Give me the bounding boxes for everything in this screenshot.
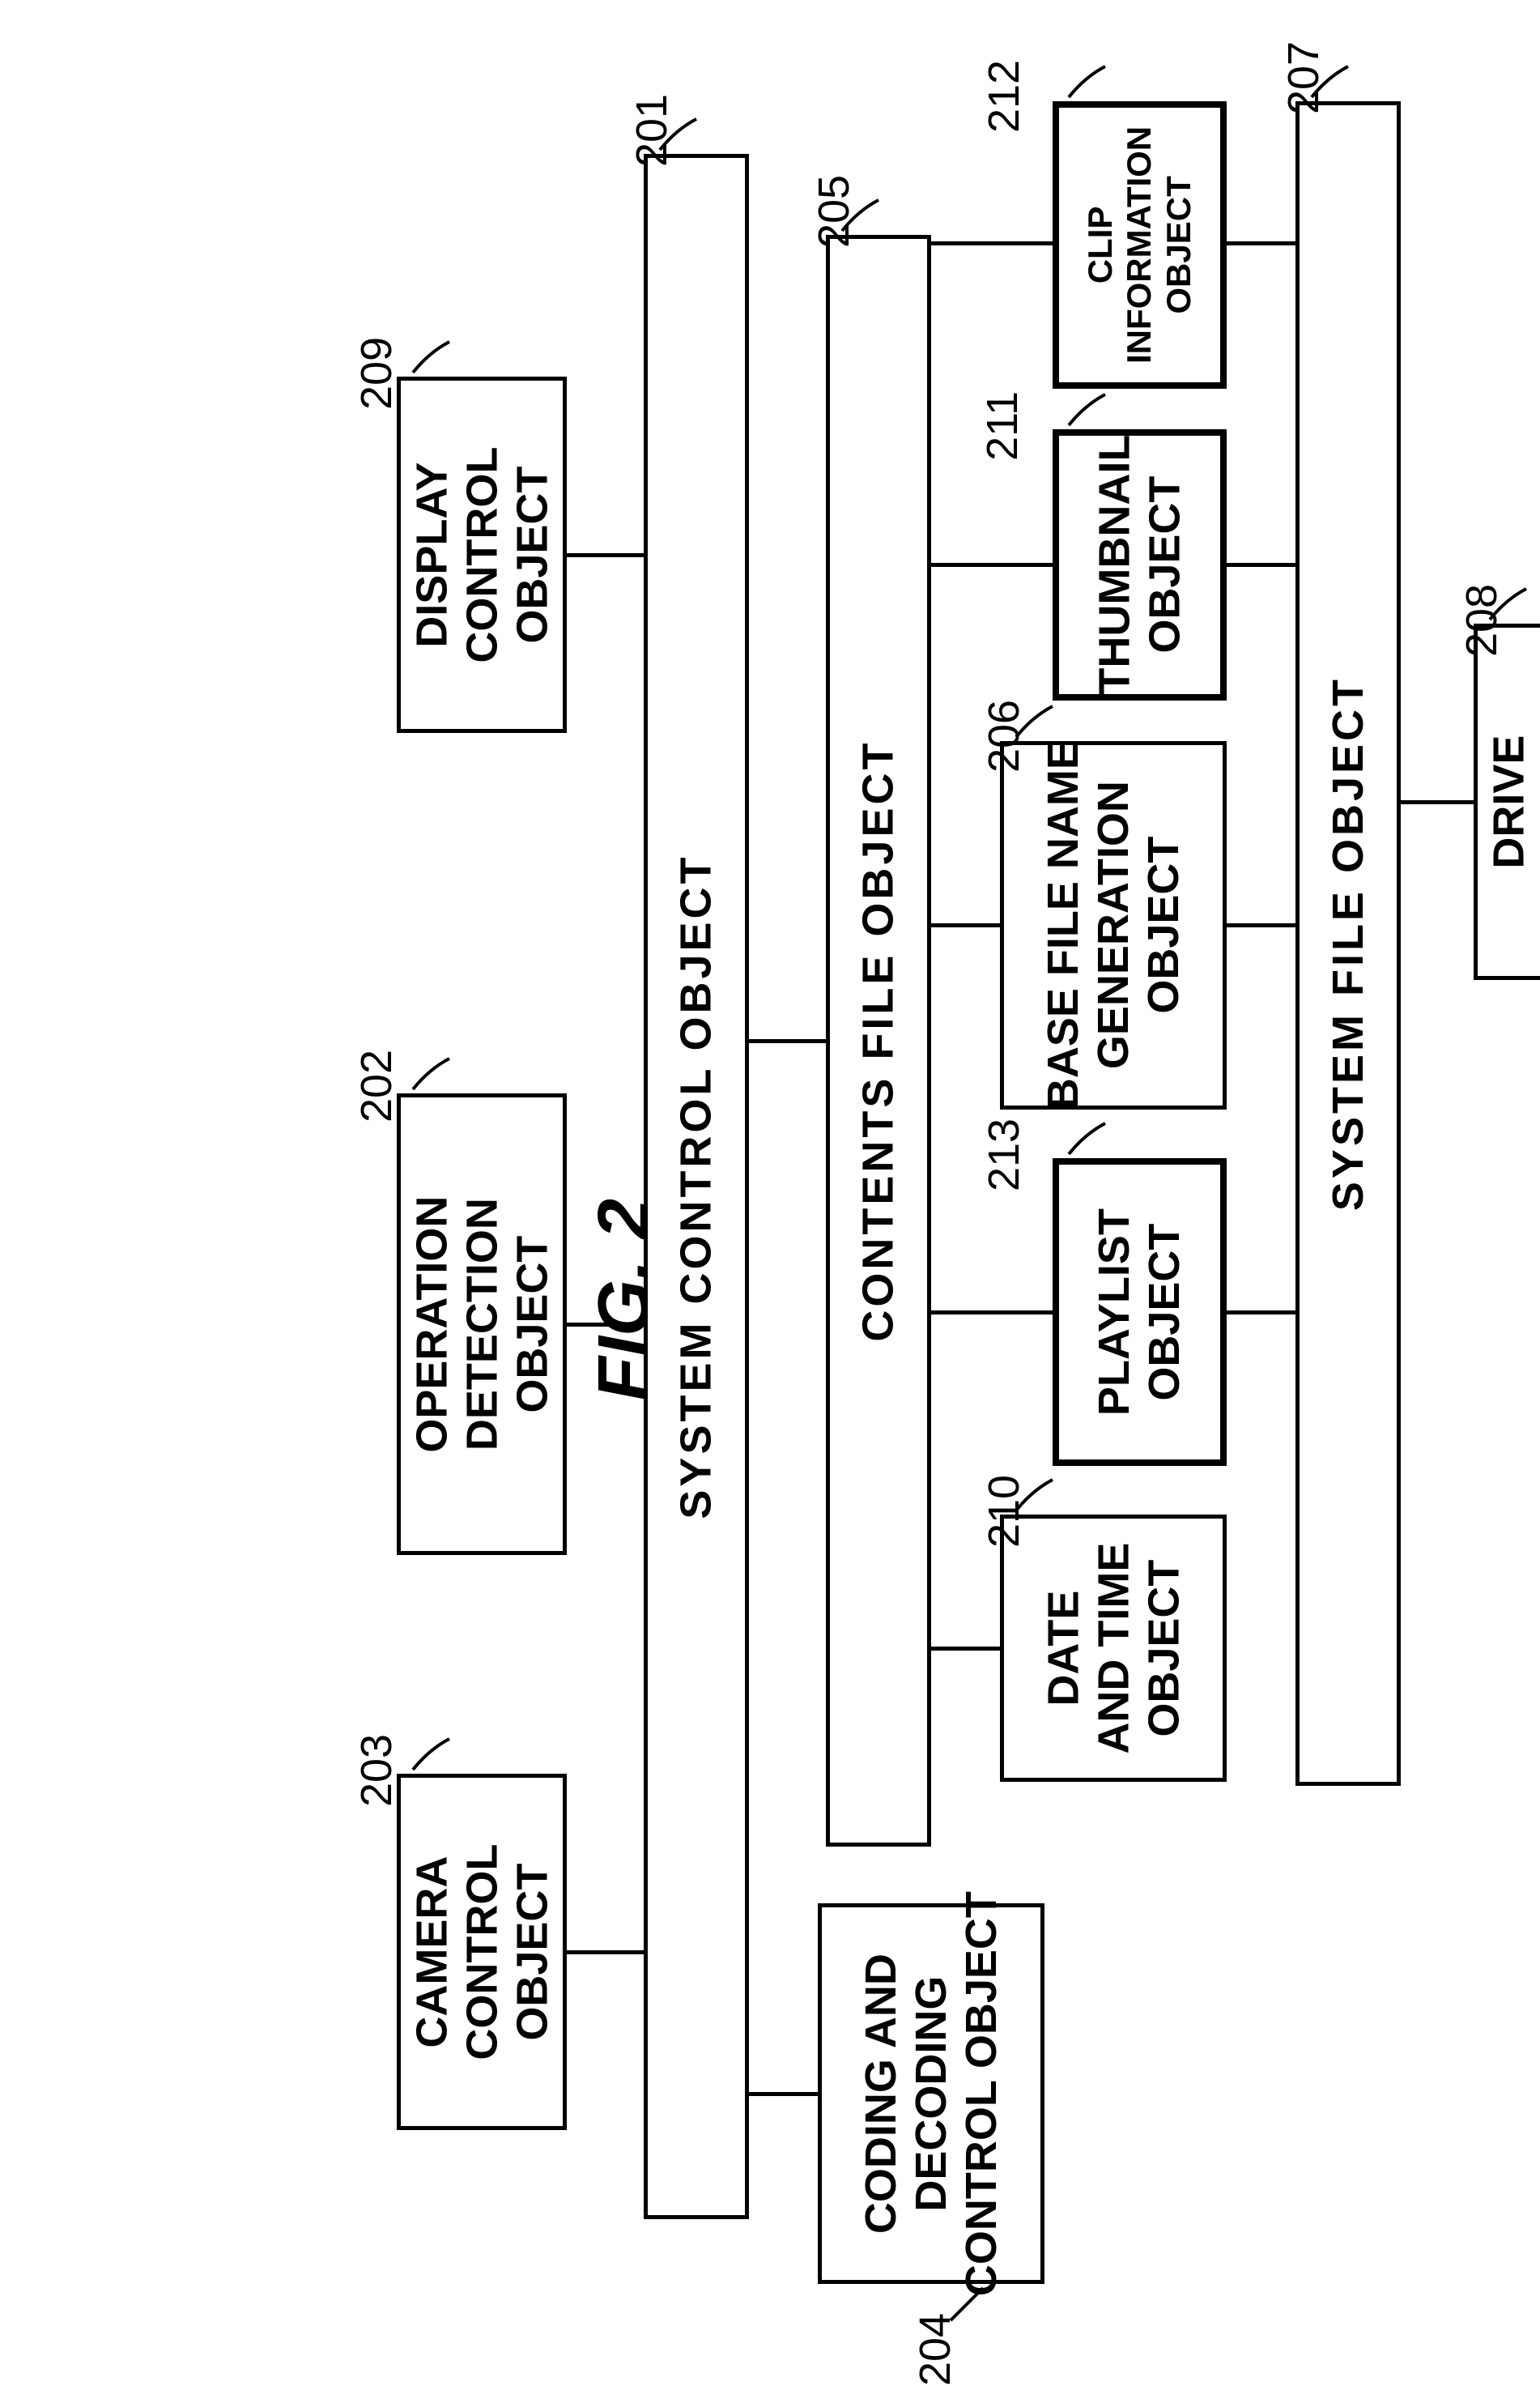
base-file-name-label: BASE FILE NAME GENERATION OBJECT <box>1038 740 1189 1110</box>
playlist-ref: 213 <box>979 1118 1029 1191</box>
drive-control-leader <box>1482 579 1530 628</box>
display-control-ref: 209 <box>351 337 402 410</box>
date-time-box: DATE AND TIME OBJECT <box>1000 1515 1227 1782</box>
system-file-leader <box>1304 57 1352 105</box>
contents-file-leader <box>834 190 883 239</box>
connector-13 <box>1227 241 1295 245</box>
playlist-leader <box>1061 1114 1109 1162</box>
playlist-label: PLAYLIST OBJECT <box>1089 1208 1189 1416</box>
connector-11 <box>1227 923 1295 927</box>
system-control-box: SYSTEM CONTROL OBJECT <box>644 154 749 2219</box>
coding-decoding-label: CODING AND DECODING CONTROL OBJECT <box>856 1891 1006 2296</box>
connector-5 <box>931 1647 1000 1651</box>
camera-control-box: CAMERA CONTROL OBJECT <box>397 1774 567 2130</box>
connector-9 <box>931 241 1053 245</box>
connector-2 <box>567 553 644 557</box>
system-file-box: SYSTEM FILE OBJECT <box>1295 101 1401 1786</box>
clip-info-leader <box>1061 57 1109 105</box>
thumbnail-leader <box>1061 385 1109 433</box>
operation-detect-box: OPERATION DETECTION OBJECT <box>397 1093 567 1555</box>
clip-info-ref: 212 <box>979 60 1029 133</box>
connector-4 <box>749 1039 826 1043</box>
base-file-name-leader <box>1008 697 1057 745</box>
diagram-canvas: FIG. 2CAMERA CONTROL OBJECT203OPERATION … <box>0 0 1540 2340</box>
connector-14 <box>1401 800 1474 804</box>
coding-decoding-box: CODING AND DECODING CONTROL OBJECT <box>818 1903 1044 2284</box>
connector-1 <box>567 1323 644 1327</box>
camera-control-leader <box>405 1729 453 1778</box>
display-control-box: DISPLAY CONTROL OBJECT <box>397 377 567 733</box>
operation-detect-leader <box>405 1049 453 1097</box>
connector-6 <box>931 1310 1053 1314</box>
display-control-leader <box>405 332 453 381</box>
thumbnail-box: THUMBNAIL OBJECT <box>1053 429 1227 701</box>
drive-control-box: DRIVE CONTROL OBJECT <box>1474 624 1540 980</box>
clip-info-label: CLIP INFORMATION OBJECT <box>1081 126 1198 364</box>
camera-control-ref: 203 <box>351 1734 402 1807</box>
thumbnail-label: THUMBNAIL OBJECT <box>1089 435 1189 695</box>
display-control-label: DISPLAY CONTROL OBJECT <box>406 447 557 663</box>
connector-7 <box>931 923 1000 927</box>
operation-detect-label: OPERATION DETECTION OBJECT <box>406 1195 557 1452</box>
contents-file-label: CONTENTS FILE OBJECT <box>853 739 904 1341</box>
date-time-leader <box>1008 1470 1057 1519</box>
system-control-label: SYSTEM CONTROL OBJECT <box>671 854 721 1519</box>
connector-12 <box>1227 563 1295 567</box>
connector-10 <box>1227 1310 1295 1314</box>
base-file-name-box: BASE FILE NAME GENERATION OBJECT <box>1000 741 1227 1110</box>
operation-detect-ref: 202 <box>351 1050 402 1123</box>
clip-info-box: CLIP INFORMATION OBJECT <box>1053 101 1227 389</box>
drive-control-label: DRIVE CONTROL OBJECT <box>1483 694 1540 910</box>
date-time-label: DATE AND TIME OBJECT <box>1038 1543 1189 1754</box>
connector-0 <box>567 1950 644 1954</box>
thumbnail-ref: 211 <box>977 391 1027 461</box>
camera-control-label: CAMERA CONTROL OBJECT <box>406 1844 557 2060</box>
connector-3 <box>749 2092 818 2096</box>
system-control-leader <box>652 109 700 158</box>
playlist-box: PLAYLIST OBJECT <box>1053 1158 1227 1466</box>
system-file-label: SYSTEM FILE OBJECT <box>1323 676 1373 1211</box>
coding-decoding-leader <box>942 2280 991 2328</box>
connector-8 <box>931 563 1053 567</box>
contents-file-box: CONTENTS FILE OBJECT <box>826 235 931 1847</box>
